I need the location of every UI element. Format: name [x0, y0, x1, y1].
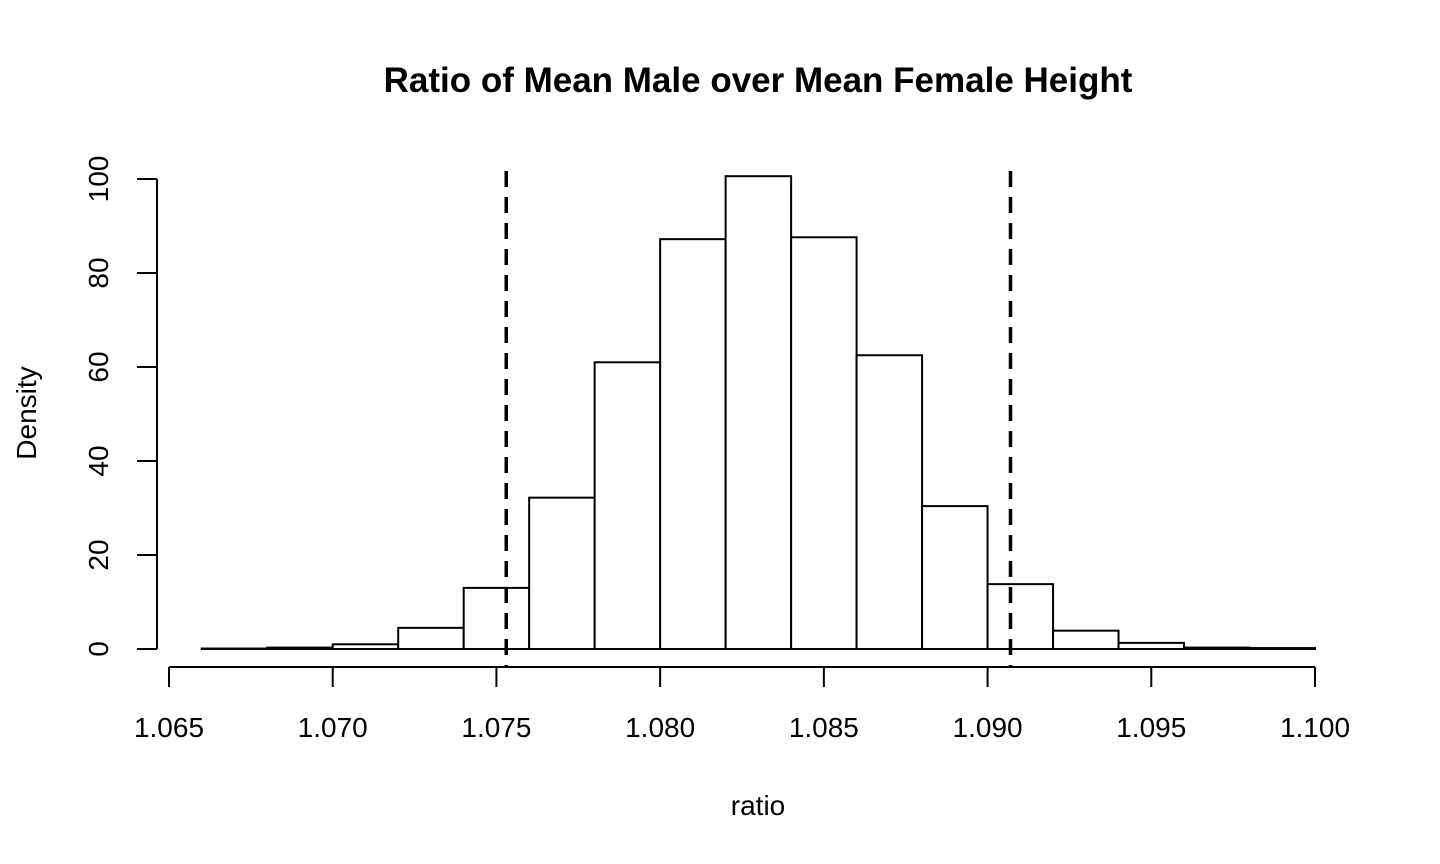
- histogram-bar: [1052, 629, 1120, 650]
- histogram-bar: [986, 583, 1055, 651]
- x-axis-label: ratio: [731, 790, 785, 821]
- histogram-bar: [790, 236, 858, 650]
- y-tick-label: 100: [83, 156, 114, 203]
- histogram-bar: [593, 361, 662, 650]
- histogram-bar: [462, 586, 531, 651]
- reference-lines-layer: [504, 171, 1013, 667]
- y-tick-label: 80: [83, 257, 114, 288]
- y-axis: 0 20 40 60 80 100: [83, 156, 158, 657]
- histogram-bar: [724, 175, 793, 650]
- histogram-bar: [528, 496, 596, 650]
- histogram-bar: [397, 626, 465, 650]
- x-tick-label: 1.080: [625, 712, 695, 743]
- bars-layer: [200, 175, 1316, 651]
- x-tick-label: 1.085: [789, 712, 859, 743]
- chart-title: Ratio of Mean Male over Mean Female Heig…: [384, 61, 1133, 100]
- histogram-bar: [1248, 647, 1316, 650]
- y-tick-label: 60: [83, 351, 114, 382]
- histogram-bar: [1183, 646, 1251, 651]
- x-tick-label: 1.095: [1116, 712, 1186, 743]
- x-tick-label: 1.065: [134, 712, 204, 743]
- x-tick-label: 1.090: [953, 712, 1023, 743]
- y-tick-label: 40: [83, 445, 114, 476]
- histogram-bar: [1117, 641, 1186, 651]
- y-tick-label: 0: [83, 641, 114, 657]
- histogram-bar: [921, 505, 989, 650]
- histogram-bar: [659, 238, 727, 650]
- x-axis: 1.065 1.070 1.075 1.080 1.085 1.090 1.095 1.100: [134, 666, 1350, 743]
- histogram-bar: [855, 354, 924, 650]
- x-tick-label: 1.100: [1280, 712, 1350, 743]
- histogram-bar: [331, 643, 400, 650]
- x-tick-label: 1.075: [461, 712, 531, 743]
- histogram-bar: [266, 646, 334, 651]
- y-tick-label: 20: [83, 539, 114, 570]
- x-tick-label: 1.070: [298, 712, 368, 743]
- y-axis-label: Density: [11, 366, 42, 459]
